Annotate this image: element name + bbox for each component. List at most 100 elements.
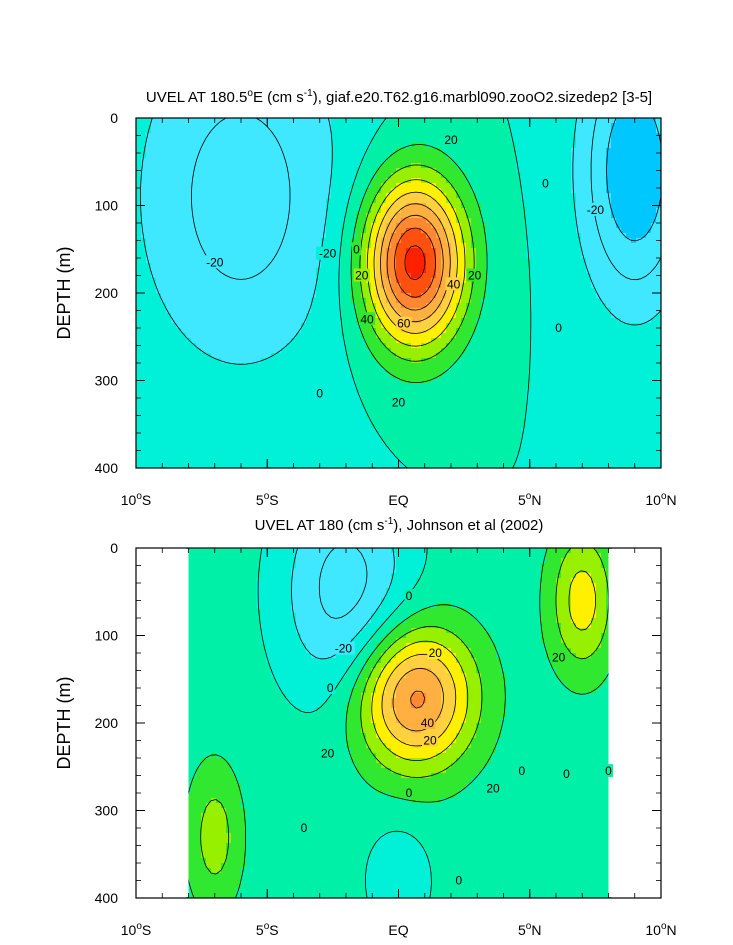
field-cell xyxy=(531,228,537,234)
field-cell xyxy=(591,268,597,274)
field-cell xyxy=(186,243,192,249)
field-cell xyxy=(446,148,452,154)
field-cell xyxy=(236,163,242,169)
field-cell xyxy=(556,343,562,349)
field-cell xyxy=(351,238,357,244)
field-cell xyxy=(551,338,557,344)
field-cell xyxy=(446,273,452,279)
field-cell xyxy=(246,188,252,194)
field-cell xyxy=(396,218,402,224)
field-cell xyxy=(601,328,607,334)
field-cell xyxy=(646,183,652,189)
field-cell xyxy=(181,193,187,199)
field-cell xyxy=(316,348,322,354)
field-cell xyxy=(626,183,632,189)
field-cell xyxy=(266,203,272,209)
field-cell xyxy=(646,278,652,284)
field-cell xyxy=(466,123,472,129)
field-cell xyxy=(411,218,417,224)
field-cell xyxy=(621,208,627,214)
field-cell xyxy=(151,218,157,224)
field-cell xyxy=(521,278,527,284)
field-cell xyxy=(311,183,317,189)
field-cell xyxy=(531,118,537,124)
field-cell xyxy=(466,253,472,259)
field-cell xyxy=(316,133,322,139)
field-cell xyxy=(366,248,372,254)
field-cell xyxy=(466,133,472,139)
field-cell xyxy=(226,228,232,234)
field-cell xyxy=(581,148,587,154)
field-cell xyxy=(251,263,257,269)
field-cell xyxy=(496,318,502,324)
field-cell xyxy=(511,148,517,154)
field-cell xyxy=(326,163,332,169)
field-cell xyxy=(581,338,587,344)
field-cell xyxy=(471,298,477,304)
field-cell xyxy=(421,218,427,224)
field-cell xyxy=(626,278,632,284)
field-cell xyxy=(171,208,177,214)
field-cell xyxy=(486,148,492,154)
field-cell xyxy=(451,193,457,199)
field-cell xyxy=(231,308,237,314)
field-cell xyxy=(246,223,252,229)
field-cell xyxy=(461,128,467,134)
field-cell xyxy=(251,168,257,174)
field-cell xyxy=(581,218,587,224)
field-cell xyxy=(366,178,372,184)
field-cell xyxy=(616,173,622,179)
field-cell xyxy=(286,233,292,239)
field-cell xyxy=(161,198,167,204)
field-cell xyxy=(471,153,477,159)
field-cell xyxy=(611,158,617,164)
field-cell xyxy=(626,173,632,179)
field-cell xyxy=(481,293,487,299)
field-cell xyxy=(616,348,622,354)
field-cell xyxy=(231,313,237,319)
field-cell xyxy=(346,263,352,269)
field-cell xyxy=(481,323,487,329)
field-cell xyxy=(136,283,142,289)
field-cell xyxy=(406,183,412,189)
field-cell xyxy=(436,193,442,199)
field-cell xyxy=(416,248,422,254)
field-cell xyxy=(581,318,587,324)
field-cell xyxy=(196,178,202,184)
field-cell xyxy=(536,203,542,209)
field-cell xyxy=(631,263,637,269)
field-cell xyxy=(236,293,242,299)
field-cell xyxy=(451,308,457,314)
field-cell xyxy=(436,253,442,259)
field-cell xyxy=(391,138,397,144)
field-cell xyxy=(346,333,352,339)
field-cell xyxy=(256,238,262,244)
field-cell xyxy=(411,353,417,359)
field-cell xyxy=(491,183,497,189)
field-cell xyxy=(311,203,317,209)
field-cell xyxy=(371,233,377,239)
field-cell xyxy=(501,318,507,324)
field-cell xyxy=(151,133,157,139)
field-cell xyxy=(401,128,407,134)
field-cell xyxy=(256,143,262,149)
field-cell xyxy=(591,118,597,124)
field-cell xyxy=(276,253,282,259)
field-cell xyxy=(296,353,302,359)
field-cell xyxy=(616,303,622,309)
field-cell xyxy=(171,258,177,264)
field-cell xyxy=(161,238,167,244)
field-cell xyxy=(406,208,412,214)
field-cell xyxy=(526,183,532,189)
field-cell xyxy=(601,173,607,179)
field-cell xyxy=(651,258,657,264)
field-cell xyxy=(191,133,197,139)
field-cell xyxy=(641,183,647,189)
field-cell xyxy=(351,288,357,294)
field-cell xyxy=(291,348,297,354)
field-cell xyxy=(641,243,647,249)
field-cell xyxy=(191,303,197,309)
field-cell xyxy=(501,208,507,214)
field-cell xyxy=(591,318,597,324)
field-cell xyxy=(226,208,232,214)
